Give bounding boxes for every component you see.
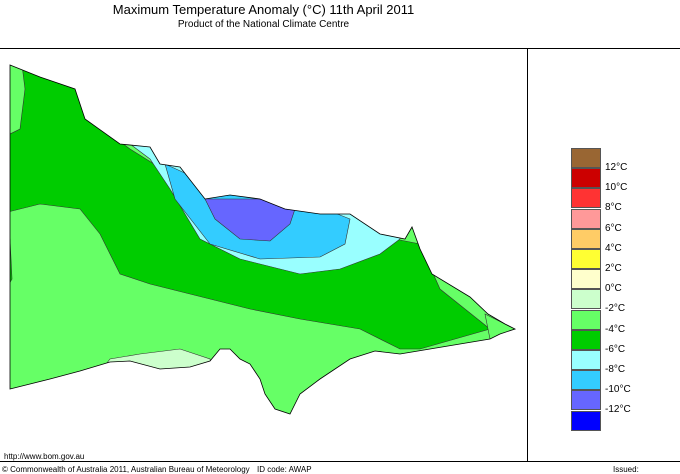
legend-swatch (571, 370, 601, 391)
legend-divider (527, 48, 528, 462)
id-code: ID code: AWAP (257, 465, 312, 474)
legend-label: -8°C (605, 364, 626, 375)
legend-label: -4°C (605, 323, 626, 335)
legend-swatch (571, 249, 601, 269)
legend-label: -12°C (605, 404, 631, 416)
map-title: Maximum Temperature Anomaly (°C) 11th Ap… (112, 2, 415, 17)
issued-date: Issued: 10/07/2011 (613, 465, 639, 474)
legend-label: 2°C (605, 263, 622, 274)
source-url[interactable]: http://www.bom.gov.au (4, 452, 85, 461)
legend-swatch (571, 228, 601, 249)
region-west-minus2-to-minus4 (10, 65, 26, 140)
legend-label: 6°C (605, 222, 622, 234)
legend-swatch (571, 208, 601, 229)
legend-swatch (571, 168, 601, 189)
region-southwest-minus4-to-minus6 (10, 228, 13, 301)
map-subtitle: Product of the National Climate Centre (177, 19, 350, 30)
legend-swatch (571, 269, 601, 290)
legend-label: 10°C (605, 182, 628, 194)
map-frame (0, 48, 680, 462)
region-0-to-minus2-east (224, 358, 251, 385)
legend-swatch (571, 289, 601, 310)
legend-swatch (571, 329, 601, 350)
victoria-anomaly-map (9, 64, 516, 415)
legend-label: -6°C (605, 343, 626, 355)
legend-label: 12°C (605, 162, 628, 173)
legend-label: 4°C (605, 242, 622, 254)
legend-label: 0°C (605, 283, 622, 295)
legend-swatch (571, 410, 601, 431)
legend-swatch (571, 309, 601, 330)
legend-label: 8°C (605, 202, 622, 214)
copyright: © Commonwealth of Australia 2011, Austra… (2, 465, 250, 474)
legend-swatch (571, 350, 601, 370)
legend-swatch (571, 390, 601, 411)
legend-swatch (571, 148, 601, 168)
legend-swatch (571, 188, 601, 209)
legend-label: -2°C (605, 303, 626, 315)
legend-label: -10°C (605, 384, 631, 396)
